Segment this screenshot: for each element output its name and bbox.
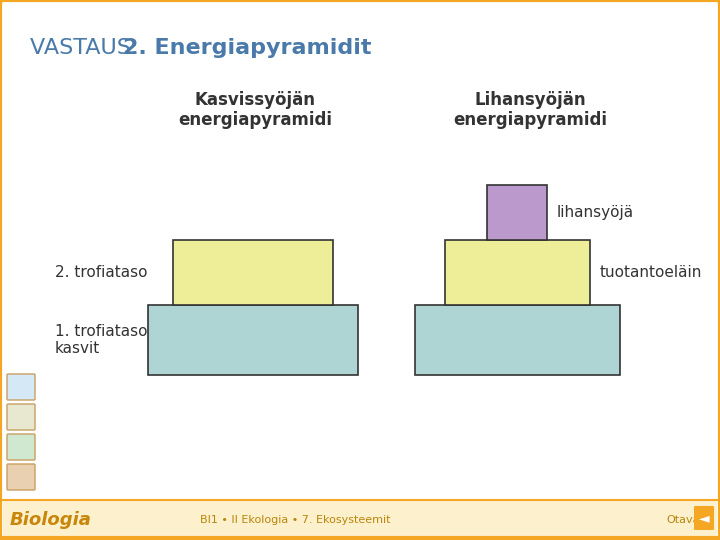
Text: 2. trofiataso: 2. trofiataso xyxy=(55,265,148,280)
Bar xyxy=(3,500,717,537)
Bar xyxy=(415,305,620,375)
FancyBboxPatch shape xyxy=(7,434,35,460)
Text: Biologia: Biologia xyxy=(10,511,92,529)
Text: tuotantoeläin: tuotantoeläin xyxy=(600,265,703,280)
FancyBboxPatch shape xyxy=(7,404,35,430)
FancyBboxPatch shape xyxy=(7,464,35,490)
Text: ◄: ◄ xyxy=(698,511,709,525)
FancyBboxPatch shape xyxy=(7,374,35,400)
Text: lihansyöjä: lihansyöjä xyxy=(557,205,634,220)
Text: Otava: Otava xyxy=(667,515,700,525)
Bar xyxy=(148,305,358,375)
Bar xyxy=(487,185,547,240)
FancyBboxPatch shape xyxy=(694,506,714,530)
Bar xyxy=(445,240,590,305)
Text: BI1 • II Ekologia • 7. Ekosysteemit: BI1 • II Ekologia • 7. Ekosysteemit xyxy=(200,515,390,525)
Text: Kasvissyöjän
energiapyramidi: Kasvissyöjän energiapyramidi xyxy=(178,91,332,130)
Text: 2. Energiapyramidit: 2. Energiapyramidit xyxy=(123,38,372,58)
Text: 1. trofiataso,
kasvit: 1. trofiataso, kasvit xyxy=(55,324,153,356)
Text: VASTAUS:: VASTAUS: xyxy=(30,38,145,58)
Text: Lihansyöjän
energiapyramidi: Lihansyöjän energiapyramidi xyxy=(453,91,607,130)
Bar xyxy=(173,240,333,305)
